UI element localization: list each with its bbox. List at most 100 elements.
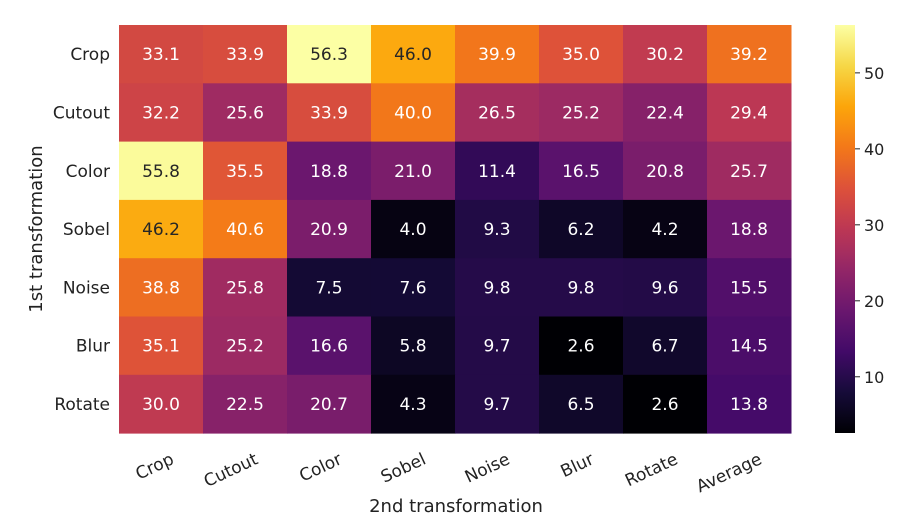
cell-value-label: 9.8 xyxy=(567,278,594,298)
cell-value-label: 9.3 xyxy=(483,220,510,240)
x-axis-title: 2nd transformation xyxy=(369,496,543,517)
heatmap-cell xyxy=(707,374,792,434)
cell-value-label: 14.5 xyxy=(730,337,768,357)
heatmap-cell xyxy=(707,258,792,317)
y-tick-label: Color xyxy=(66,162,110,182)
heatmap-cell xyxy=(455,258,540,317)
heatmap-cell xyxy=(203,25,288,84)
cell-value-label: 6.2 xyxy=(567,220,594,240)
colorbar-tick-label: 20 xyxy=(864,292,884,311)
cell-value-label: 25.8 xyxy=(226,278,264,298)
y-tick-label: Cutout xyxy=(53,103,110,123)
cell-value-label: 15.5 xyxy=(730,278,768,298)
cell-value-label: 4.0 xyxy=(399,220,426,240)
cell-value-label: 39.2 xyxy=(730,45,768,65)
cell-value-label: 9.8 xyxy=(483,278,510,298)
heatmap-cell xyxy=(455,374,540,434)
heatmap-cell xyxy=(623,316,708,376)
cell-value-label: 46.0 xyxy=(394,45,432,65)
heatmap-cell xyxy=(539,374,624,434)
heatmap-cell xyxy=(539,258,624,317)
cell-value-label: 40.0 xyxy=(394,103,432,123)
heatmap-cell xyxy=(119,141,204,201)
cell-value-label: 20.7 xyxy=(310,395,348,415)
heatmap-cell xyxy=(707,199,792,259)
cell-value-label: 35.5 xyxy=(226,162,264,182)
y-tick-label: Rotate xyxy=(54,395,110,415)
cell-value-label: 33.9 xyxy=(226,45,264,65)
cell-value-label: 38.8 xyxy=(142,278,180,298)
x-axis-tick-labels: Crop Cutout Color Sobel Noise Blur Rotate Avera… xyxy=(133,449,765,497)
cell-value-label: 22.4 xyxy=(646,103,684,123)
cell-value-label: 13.8 xyxy=(730,395,768,415)
cell-value-label: 7.5 xyxy=(315,278,342,298)
cell-value-label: 55.8 xyxy=(142,162,180,182)
cell-value-label: 4.3 xyxy=(399,395,426,415)
heatmap-cell xyxy=(119,83,204,143)
cell-value-label: 46.2 xyxy=(142,220,180,240)
cell-value-label: 18.8 xyxy=(310,162,348,182)
heatmap-cell xyxy=(203,374,288,434)
cell-value-label: 21.0 xyxy=(394,162,432,182)
heatmap-cells xyxy=(119,25,792,434)
cell-value-label: 16.5 xyxy=(562,162,600,182)
cell-value-label: 56.3 xyxy=(310,45,348,65)
heatmap-cell xyxy=(119,25,204,84)
heatmap-cell xyxy=(287,374,372,434)
colorbar xyxy=(835,25,855,433)
heatmap-cell xyxy=(707,316,792,376)
heatmap-cell xyxy=(287,199,372,259)
heatmap-cell xyxy=(119,199,204,259)
x-tick-label: Sobel xyxy=(378,450,429,488)
y-axis-title: 1st transformation xyxy=(26,145,47,312)
cell-value-label: 33.1 xyxy=(142,45,180,65)
cell-value-label: 33.9 xyxy=(310,103,348,123)
cell-value-label: 25.2 xyxy=(562,103,600,123)
heatmap-cell xyxy=(455,199,540,259)
heatmap-cell xyxy=(371,258,456,317)
cell-value-label: 35.1 xyxy=(142,337,180,357)
y-axis-tick-labels: Crop Cutout Color Sobel Noise Blur Rotate xyxy=(53,45,110,415)
cell-value-label: 5.8 xyxy=(399,337,426,357)
cell-value-label: 11.4 xyxy=(478,162,516,182)
heatmap-cell xyxy=(371,25,456,84)
x-tick-label: Noise xyxy=(462,450,513,488)
cell-value-label: 25.6 xyxy=(226,103,264,123)
heatmap-cell xyxy=(287,258,372,317)
heatmap-cell xyxy=(371,316,456,376)
colorbar-tick-label: 10 xyxy=(864,368,884,387)
cell-value-label: 2.6 xyxy=(651,395,678,415)
heatmap-cell xyxy=(539,199,624,259)
heatmap-cell xyxy=(623,374,708,434)
heatmap-cell xyxy=(455,25,540,84)
heatmap-cell xyxy=(623,83,708,143)
heatmap-cell xyxy=(203,316,288,376)
heatmap-cell xyxy=(287,316,372,376)
heatmap-cell xyxy=(623,199,708,259)
y-tick-label: Blur xyxy=(76,337,110,357)
heatmap-cell xyxy=(371,83,456,143)
cell-value-label: 2.6 xyxy=(567,337,594,357)
heatmap-cell xyxy=(203,83,288,143)
y-tick-label: Sobel xyxy=(63,220,110,240)
heatmap-cell xyxy=(623,141,708,201)
cell-value-label: 22.5 xyxy=(226,395,264,415)
y-tick-label: Crop xyxy=(70,45,110,65)
heatmap-cell xyxy=(539,83,624,143)
colorbar-tick-label: 50 xyxy=(864,64,884,83)
heatmap-cell xyxy=(455,316,540,376)
x-tick-label: Average xyxy=(693,450,765,498)
heatmap-cell xyxy=(371,141,456,201)
cell-value-label: 39.9 xyxy=(478,45,516,65)
heatmap-cell xyxy=(623,25,708,84)
cell-value-label: 35.0 xyxy=(562,45,600,65)
cell-value-label: 6.7 xyxy=(651,337,678,357)
x-tick-label: Crop xyxy=(133,450,177,485)
cell-value-label: 25.7 xyxy=(730,162,768,182)
heatmap-cell xyxy=(707,83,792,143)
cell-value-label: 9.7 xyxy=(483,395,510,415)
cell-value-label: 4.2 xyxy=(651,220,678,240)
x-tick-label: Cutout xyxy=(201,449,262,491)
cell-value-label: 32.2 xyxy=(142,103,180,123)
